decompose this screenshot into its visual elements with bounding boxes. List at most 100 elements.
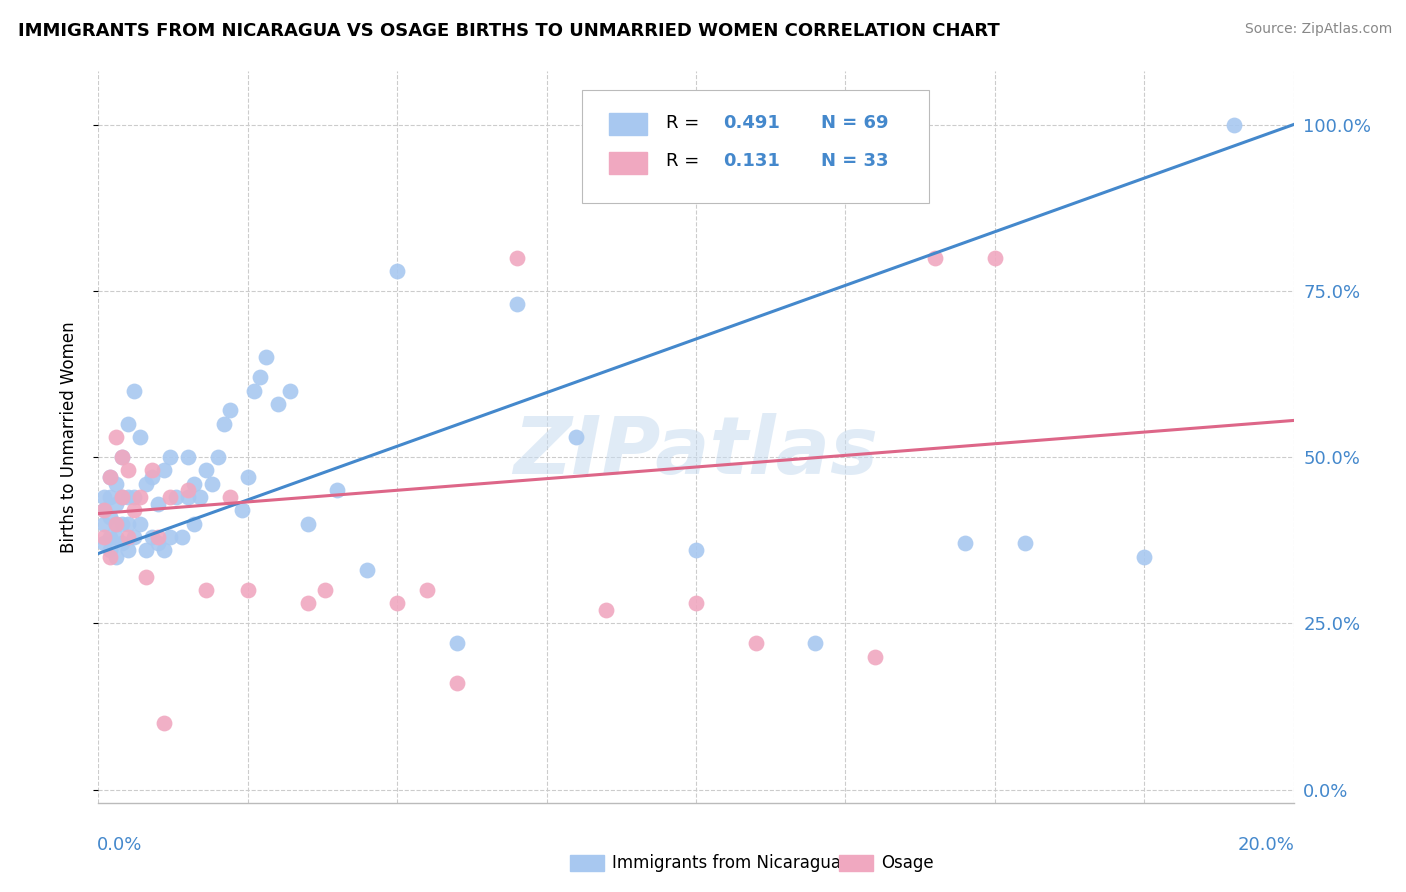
Point	[93, 516, 115, 531]
Point	[93, 503, 115, 517]
Point	[93, 503, 115, 517]
Point	[745, 636, 768, 650]
Point	[135, 570, 157, 584]
Point	[135, 476, 157, 491]
Point	[195, 463, 218, 477]
Point	[595, 603, 617, 617]
Point	[1133, 549, 1156, 564]
Point	[148, 536, 170, 550]
Point	[98, 470, 122, 484]
Point	[141, 470, 163, 484]
Point	[159, 530, 181, 544]
Point	[129, 516, 152, 531]
Point	[297, 596, 319, 610]
Point	[865, 649, 887, 664]
Point	[129, 430, 152, 444]
Point	[297, 516, 319, 531]
Point	[153, 716, 176, 731]
Point	[117, 543, 139, 558]
Point	[356, 563, 378, 577]
Point	[98, 470, 122, 484]
Point	[98, 490, 122, 504]
Text: Osage: Osage	[882, 854, 934, 871]
Point	[141, 530, 163, 544]
Point	[236, 470, 259, 484]
Point	[111, 536, 134, 550]
Point	[212, 417, 235, 431]
Point	[254, 351, 277, 365]
Point	[231, 503, 253, 517]
Text: 0.491: 0.491	[724, 114, 780, 132]
Point	[326, 483, 349, 498]
Point	[105, 549, 128, 564]
Point	[148, 530, 170, 544]
Point	[105, 497, 128, 511]
Point	[201, 476, 224, 491]
Point	[416, 582, 439, 597]
Point	[159, 450, 181, 464]
Point	[124, 530, 146, 544]
Point	[183, 516, 205, 531]
Point	[98, 509, 122, 524]
Point	[165, 490, 187, 504]
Point	[111, 516, 134, 531]
Text: 0.0%: 0.0%	[97, 836, 142, 854]
Point	[117, 516, 139, 531]
Point	[385, 596, 409, 610]
Point	[93, 490, 115, 504]
Point	[278, 384, 301, 398]
Point	[153, 543, 176, 558]
Point	[124, 503, 146, 517]
Point	[243, 384, 266, 398]
Point	[117, 530, 139, 544]
Point	[124, 490, 146, 504]
Point	[111, 490, 134, 504]
Point	[177, 450, 200, 464]
Point	[506, 251, 529, 265]
Point	[117, 463, 139, 477]
Point	[129, 490, 152, 504]
Point	[506, 297, 529, 311]
Point	[249, 370, 271, 384]
Text: N = 69: N = 69	[821, 114, 889, 132]
Point	[565, 430, 588, 444]
Point	[219, 490, 242, 504]
Point	[315, 582, 337, 597]
Bar	[609, 152, 647, 174]
Point	[953, 536, 976, 550]
Point	[172, 530, 194, 544]
Point	[93, 536, 115, 550]
Point	[207, 450, 229, 464]
Point	[105, 476, 128, 491]
Point	[159, 490, 181, 504]
Point	[148, 497, 170, 511]
Point	[385, 264, 409, 278]
Point	[141, 463, 163, 477]
Text: ZIPatlas: ZIPatlas	[513, 413, 879, 491]
Point	[1223, 118, 1246, 132]
Point	[111, 450, 134, 464]
Point	[98, 549, 122, 564]
Point	[236, 582, 259, 597]
Text: R =: R =	[666, 114, 704, 132]
Text: IMMIGRANTS FROM NICARAGUA VS OSAGE BIRTHS TO UNMARRIED WOMEN CORRELATION CHART: IMMIGRANTS FROM NICARAGUA VS OSAGE BIRTH…	[18, 22, 1000, 40]
Point	[685, 543, 707, 558]
Point	[111, 450, 134, 464]
Text: R =: R =	[666, 153, 704, 170]
Bar	[609, 113, 647, 135]
Point	[446, 636, 468, 650]
Point	[98, 543, 122, 558]
Bar	[839, 855, 873, 871]
Point	[124, 384, 146, 398]
Text: 20.0%: 20.0%	[1237, 836, 1295, 854]
Text: Immigrants from Nicaragua: Immigrants from Nicaragua	[613, 854, 841, 871]
FancyBboxPatch shape	[582, 90, 929, 203]
Point	[804, 636, 827, 650]
Text: Source: ZipAtlas.com: Source: ZipAtlas.com	[1244, 22, 1392, 37]
Point	[984, 251, 1007, 265]
Point	[188, 490, 211, 504]
Y-axis label: Births to Unmarried Women: Births to Unmarried Women	[59, 321, 77, 553]
Point	[153, 463, 176, 477]
Point	[267, 397, 290, 411]
Point	[93, 530, 115, 544]
